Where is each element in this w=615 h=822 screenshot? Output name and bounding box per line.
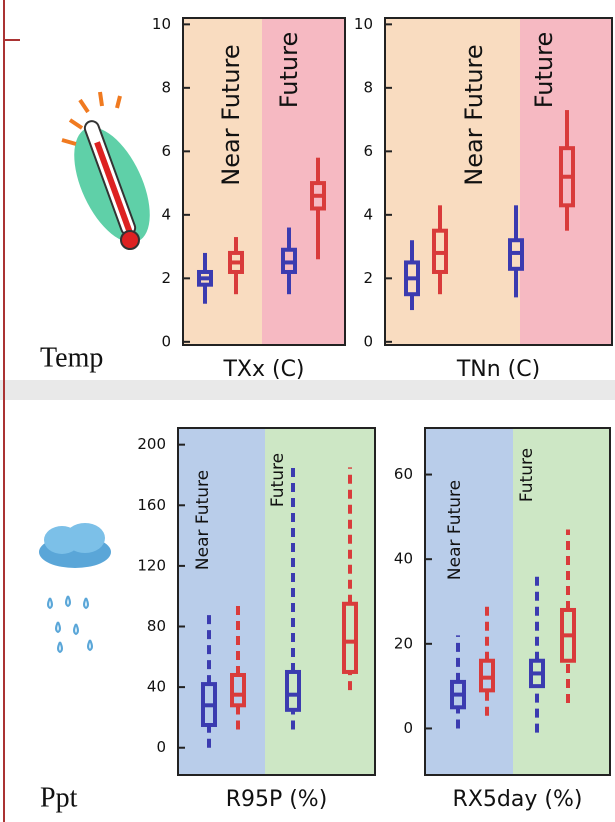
y-tick-label: 120	[137, 556, 166, 574]
x-axis-label: TXx (C)	[222, 357, 304, 382]
x-axis-label: R95P (%)	[226, 787, 328, 812]
y-tick-label: 0	[156, 738, 166, 756]
separator	[0, 380, 615, 400]
y-tick-label: 80	[147, 617, 166, 635]
y-tick-label: 2	[161, 269, 171, 287]
category-label: Future	[275, 32, 303, 108]
x-axis-label: TNn (C)	[456, 357, 540, 382]
plot-frame	[384, 17, 613, 346]
category-label: Near Future	[445, 480, 465, 580]
plot-frame	[424, 427, 611, 776]
y-tick-label: 6	[161, 142, 171, 160]
category-label: Future	[517, 448, 537, 502]
box	[285, 669, 301, 712]
category-region	[425, 428, 513, 775]
plot-frame	[182, 17, 346, 346]
rain-icon	[39, 523, 111, 654]
category-region	[513, 428, 610, 775]
category-label: Near Future	[460, 44, 488, 185]
category-label: Future	[530, 32, 558, 108]
category-label: Near Future	[193, 470, 213, 570]
y-tick-label: 10	[354, 15, 373, 33]
y-tick-label: 0	[161, 332, 171, 350]
y-tick-label: 4	[161, 205, 171, 223]
category-label: Near Future	[217, 44, 245, 185]
y-tick-label: 160	[137, 496, 166, 514]
row-label: Temp	[40, 342, 103, 373]
y-tick-label: 20	[394, 634, 413, 652]
y-tick-label: 60	[394, 465, 413, 483]
box	[342, 601, 358, 674]
x-axis-label: RX5day (%)	[453, 787, 583, 812]
category-region	[520, 18, 612, 345]
thermometer-icon	[61, 91, 150, 250]
y-tick-label: 2	[363, 269, 373, 287]
category-region	[265, 428, 375, 775]
y-tick-label: 4	[363, 205, 373, 223]
y-tick-label: 8	[161, 78, 171, 96]
category-region	[183, 18, 262, 345]
category-region	[178, 428, 265, 775]
row-label: Ppt	[40, 782, 78, 813]
plot-frame	[177, 427, 376, 776]
y-tick-label: 0	[403, 719, 413, 737]
category-region	[262, 18, 345, 345]
y-tick-label: 40	[147, 678, 166, 696]
box	[230, 672, 246, 708]
category-label: Future	[268, 453, 288, 507]
y-tick-label: 0	[363, 332, 373, 350]
y-tick-label: 6	[363, 142, 373, 160]
y-tick-label: 8	[363, 78, 373, 96]
y-tick-label: 200	[137, 435, 166, 453]
y-tick-label: 40	[394, 550, 413, 568]
box	[479, 658, 495, 693]
y-tick-label: 10	[152, 15, 171, 33]
